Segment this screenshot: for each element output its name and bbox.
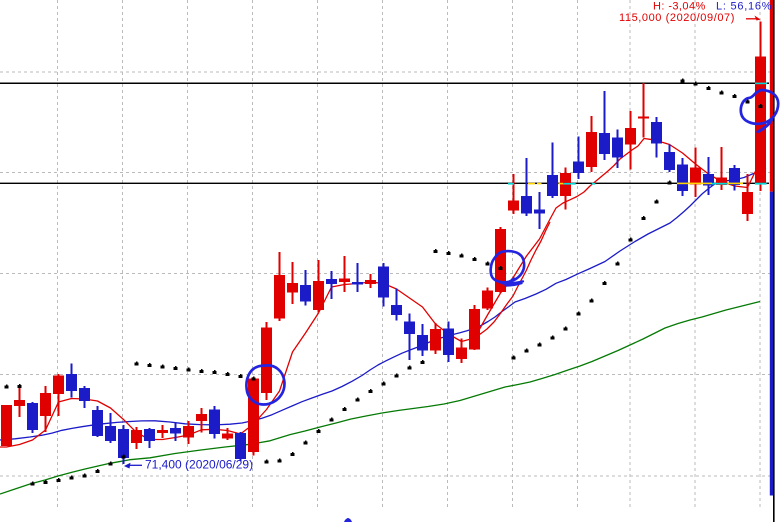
svg-text:L: 56,16%: L: 56,16% <box>716 1 772 13</box>
svg-text:H: -3,04%: H: -3,04% <box>653 1 706 13</box>
svg-text:71,400 (2020/06/29): 71,400 (2020/06/29) <box>145 458 253 472</box>
svg-text:115,000 (2020/09/07): 115,000 (2020/09/07) <box>619 12 735 24</box>
